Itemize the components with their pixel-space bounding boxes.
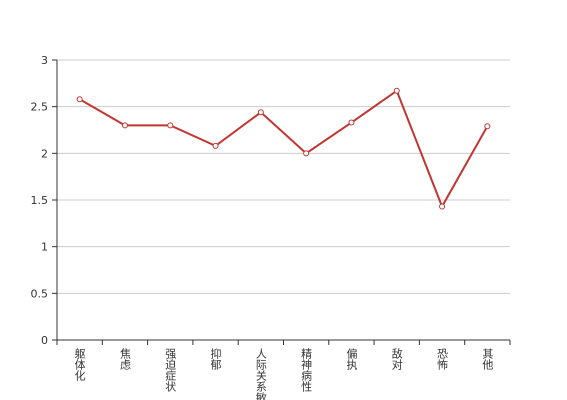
- y-tick-label: 2: [41, 147, 48, 160]
- y-tick-label: 0: [41, 334, 48, 347]
- y-tick-label: 1: [41, 241, 48, 254]
- point: [484, 123, 491, 130]
- x-tick-label: 恐怖: [436, 348, 449, 370]
- x-tick-label: 精神病性: [300, 348, 313, 393]
- point: [121, 122, 128, 129]
- y-tick-label: 1.5: [31, 194, 49, 207]
- point: [348, 119, 355, 126]
- x-tick-label: 躯体化: [73, 348, 86, 382]
- point: [212, 142, 219, 149]
- y-tick-label: 3: [41, 54, 48, 67]
- y-tick-label: 2.5: [31, 101, 49, 114]
- point: [257, 109, 264, 116]
- point: [303, 150, 310, 157]
- point: [167, 122, 174, 129]
- x-tick-label: 其他: [481, 348, 494, 370]
- x-tick-label: 抑郁: [209, 347, 222, 370]
- x-tick-label: 人际关系敏感: [254, 348, 267, 400]
- point: [439, 203, 446, 210]
- point: [76, 96, 83, 103]
- x-tick-label: 强迫症状: [164, 348, 177, 392]
- x-tick-label: 敌对: [390, 347, 403, 370]
- line: [79, 89, 489, 209]
- y-tick-label: 0.5: [31, 287, 49, 300]
- x-tick-label: 偏执: [345, 347, 358, 371]
- x-tick-label: 焦虑: [118, 348, 131, 370]
- point: [393, 87, 400, 94]
